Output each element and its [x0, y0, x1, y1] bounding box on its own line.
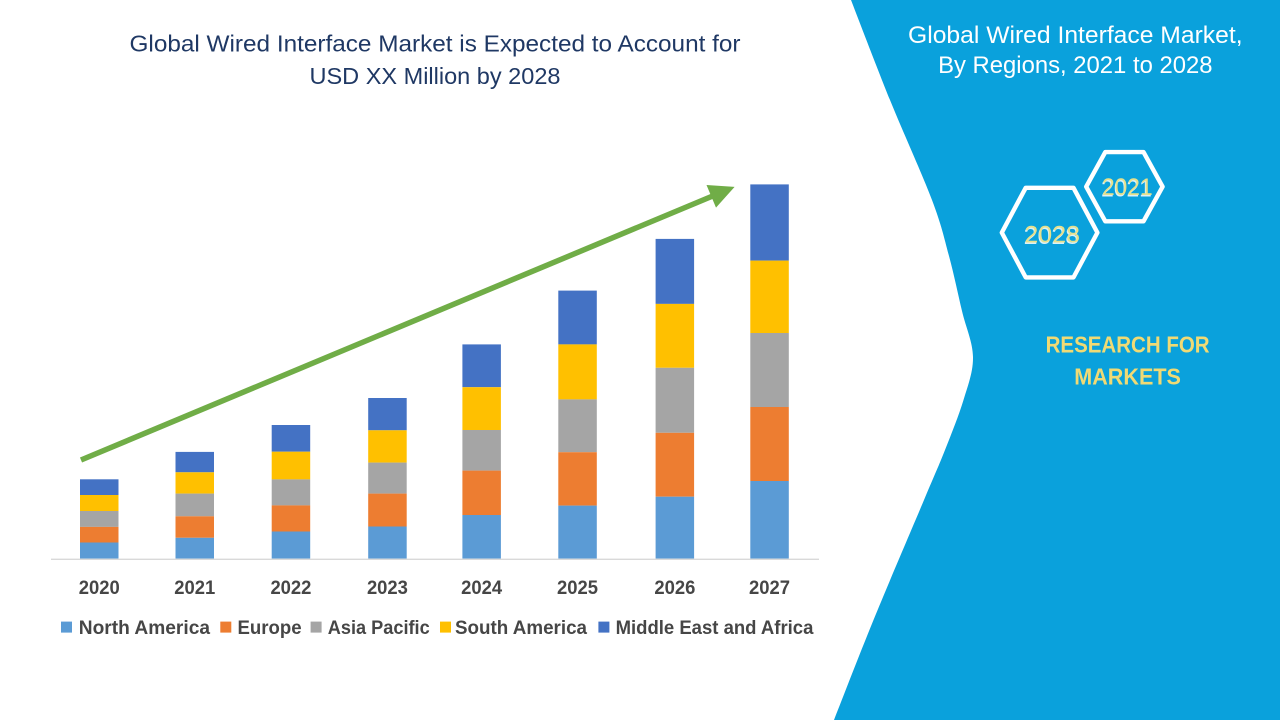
svg-text:Global Wired Interface Market: Global Wired Interface Market is Expecte…: [130, 31, 741, 57]
svg-text:2021: 2021: [1101, 176, 1152, 203]
svg-text:2028: 2028: [1024, 222, 1080, 249]
svg-text:Middle East and Africa: Middle East and Africa: [616, 617, 814, 639]
svg-text:2022: 2022: [270, 578, 311, 599]
svg-text:USD XX Million by 2028: USD XX Million by 2028: [310, 63, 561, 89]
svg-text:2026: 2026: [654, 578, 695, 599]
svg-text:2024: 2024: [461, 578, 502, 599]
svg-text:MARKETS: MARKETS: [1074, 364, 1181, 390]
svg-text:2020: 2020: [79, 578, 120, 599]
svg-text:2021: 2021: [174, 578, 215, 599]
svg-text:Europe: Europe: [238, 617, 302, 639]
svg-text:Global Wired Interface Market,: Global Wired Interface Market,: [908, 22, 1243, 49]
svg-text:2023: 2023: [367, 578, 408, 599]
svg-text:2028: 2028: [1024, 223, 1080, 250]
svg-text:South America: South America: [455, 617, 587, 639]
svg-text:RESEARCH FOR: RESEARCH FOR: [1046, 332, 1210, 358]
svg-text:2027: 2027: [749, 578, 790, 599]
svg-text:2025: 2025: [557, 578, 598, 599]
svg-text:By Regions, 2021 to 2028: By Regions, 2021 to 2028: [938, 52, 1212, 79]
svg-text:2021: 2021: [1102, 174, 1153, 201]
svg-text:North America: North America: [79, 617, 210, 639]
svg-text:Asia Pacific: Asia Pacific: [328, 617, 430, 639]
